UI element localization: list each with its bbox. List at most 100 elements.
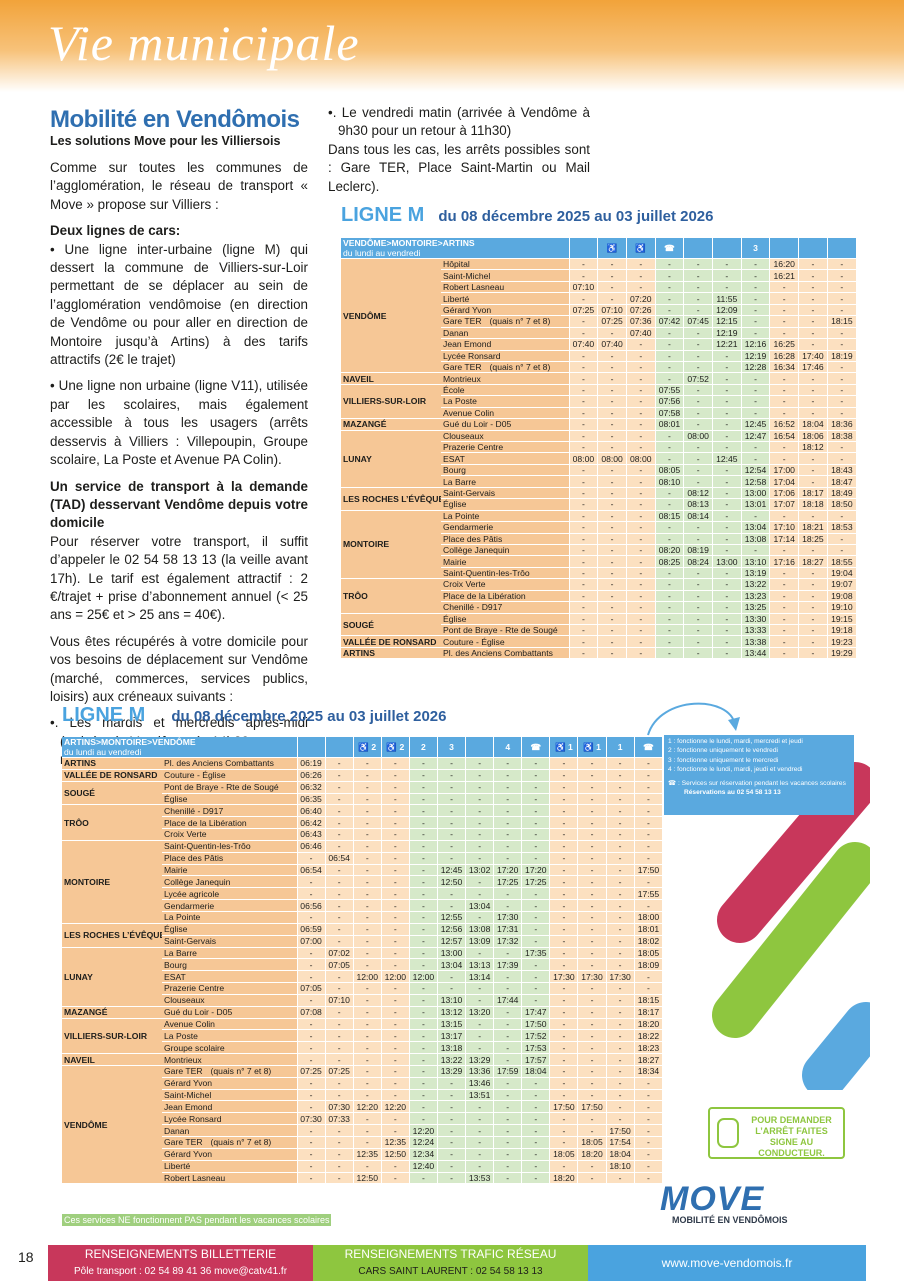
departure-time: - bbox=[711, 510, 742, 523]
logo-name: MOVE bbox=[660, 1180, 765, 1218]
departure-time: 08:01 bbox=[654, 418, 684, 431]
departure-time: - bbox=[769, 647, 799, 660]
departure-time: - bbox=[597, 647, 627, 660]
stop: Croix Verte bbox=[441, 578, 570, 591]
commune: SOUGÉ bbox=[62, 781, 162, 806]
departure-time: - bbox=[597, 521, 627, 534]
departure-time: - bbox=[521, 852, 550, 865]
stop-row: Robert Lasneau 07:10- - - - - - - - - bbox=[341, 281, 856, 294]
stop: Gare TER (quais n° 7 et 8) bbox=[441, 315, 570, 328]
departure-time: 12:20 bbox=[380, 1100, 410, 1114]
column-marker bbox=[798, 238, 828, 259]
departure-time: - bbox=[352, 958, 382, 972]
departure-time: - bbox=[683, 533, 713, 545]
departure-time: - bbox=[436, 769, 466, 782]
column-marker: ☎ bbox=[521, 737, 550, 758]
departure-time: - bbox=[352, 1053, 382, 1066]
departure-time: - bbox=[296, 994, 326, 1007]
departure-time: 17:25 bbox=[521, 875, 550, 889]
departure-time: - bbox=[597, 533, 627, 545]
departure-time: - bbox=[296, 1018, 326, 1031]
stop-name: École bbox=[443, 385, 465, 396]
departure-time: 12:00 bbox=[408, 970, 438, 984]
departure-time: - bbox=[568, 533, 598, 545]
departure-time: - bbox=[465, 1100, 494, 1114]
departure-time: - bbox=[798, 578, 828, 591]
stop-row: Collège Janequin - - - - -12:50-17:25 17:25- - -… bbox=[62, 875, 663, 889]
stop-row: Gendarmerie 06:56- - - - -13:04- - - - - - bbox=[62, 899, 663, 912]
departure-time: - bbox=[605, 864, 635, 877]
departure-time: - bbox=[740, 510, 770, 523]
departure-time: - bbox=[352, 875, 382, 889]
departure-time: - bbox=[633, 769, 663, 782]
departure-time: - bbox=[633, 816, 663, 830]
departure-time: 18:49 bbox=[826, 487, 856, 500]
departure-time: 13:22 bbox=[436, 1053, 466, 1066]
stop-row: Robert Lasneau - -12:50- - -13:53- -18:20- - - bbox=[62, 1172, 663, 1185]
stop-name: Couture - Église bbox=[164, 770, 226, 781]
departure-time: 16:34 bbox=[769, 361, 799, 374]
stop-row: Liberté - - - -12:40- - - - - -18:10- bbox=[62, 1160, 663, 1173]
stop-row: Danan - - - -12:20- - - - - -17:50- bbox=[62, 1124, 663, 1137]
departure-time: - bbox=[577, 1089, 607, 1102]
departure-time: 06:43 bbox=[296, 828, 326, 841]
column-marker: ♿ bbox=[625, 238, 656, 259]
timetable-body: ARTINS>MONTOIRE>VENDÔME du lundi au vendr… bbox=[62, 737, 663, 1185]
departure-time: - bbox=[324, 1160, 354, 1173]
days: du lundi au vendredi bbox=[343, 248, 421, 258]
departure-time: - bbox=[549, 1136, 578, 1149]
departure-time: - bbox=[521, 887, 550, 901]
departure-time: - bbox=[324, 923, 354, 936]
departure-time: - bbox=[549, 887, 578, 901]
departure-time: - bbox=[408, 1018, 438, 1031]
departure-time: 06:54 bbox=[296, 864, 326, 877]
departure-time: - bbox=[683, 464, 713, 477]
departure-time: - bbox=[605, 757, 635, 770]
departure-time: - bbox=[380, 828, 410, 841]
departure-time: - bbox=[605, 982, 635, 995]
departure-time: - bbox=[683, 407, 713, 420]
departure-time: - bbox=[683, 350, 713, 362]
timetable-wrap: ARTINS>MONTOIRE>VENDÔME du lundi au vendr… bbox=[62, 737, 663, 1185]
departure-time: 12:20 bbox=[352, 1100, 382, 1114]
departure-time: - bbox=[597, 624, 627, 637]
departure-time: - bbox=[521, 935, 550, 948]
departure-time: - bbox=[605, 1018, 635, 1031]
departure-time: - bbox=[605, 947, 635, 960]
stop: Couture - Église bbox=[441, 635, 570, 648]
departure-time: 18:19 bbox=[826, 350, 856, 362]
departure-time: - bbox=[408, 935, 438, 948]
departure-time: 19:08 bbox=[826, 590, 856, 603]
departure-time: - bbox=[654, 487, 684, 500]
departure-time: - bbox=[577, 887, 607, 901]
departure-time: 12:50 bbox=[380, 1148, 410, 1161]
departure-time: - bbox=[577, 1018, 607, 1031]
departure-time: - bbox=[769, 395, 799, 408]
departure-time: 16:54 bbox=[769, 430, 799, 443]
stop-name: Pl. des Anciens Combattants bbox=[443, 648, 553, 659]
legend-item: 2 : fonctionne uniquement le vendredi bbox=[668, 747, 778, 755]
departure-time: 06:46 bbox=[296, 840, 326, 853]
departure-time: - bbox=[408, 1089, 438, 1102]
departure-time: 18:36 bbox=[826, 418, 856, 431]
stop-row: VENDÔME Gare TER (quais n° 7 et 8) 07:25 07:… bbox=[62, 1065, 663, 1185]
stop: Place de la Libération bbox=[162, 816, 298, 830]
departure-time: - bbox=[605, 994, 635, 1007]
departure-time: 17:52 bbox=[521, 1029, 550, 1043]
stop: Jean Emond bbox=[162, 1100, 298, 1114]
stripe bbox=[712, 842, 870, 1038]
stop-name: Bourg bbox=[164, 959, 187, 970]
departure-time: - bbox=[826, 361, 856, 374]
departure-time: - bbox=[625, 567, 656, 580]
departure-time: - bbox=[408, 982, 438, 995]
departure-time: - bbox=[521, 1172, 550, 1185]
commune: VENDÔME bbox=[62, 1065, 162, 1185]
commune: VALLÉE DE RONSARD bbox=[341, 635, 442, 648]
departure-time: 08:12 bbox=[683, 487, 713, 500]
departure-time: - bbox=[568, 464, 598, 477]
departure-time: - bbox=[654, 258, 684, 271]
commune: TRÔO bbox=[341, 578, 442, 614]
line-name: LIGNE M bbox=[341, 204, 425, 226]
article-continued: •. Le vendredi matin (arrivée à Vendôme … bbox=[328, 104, 590, 196]
departure-time: - bbox=[352, 852, 382, 865]
